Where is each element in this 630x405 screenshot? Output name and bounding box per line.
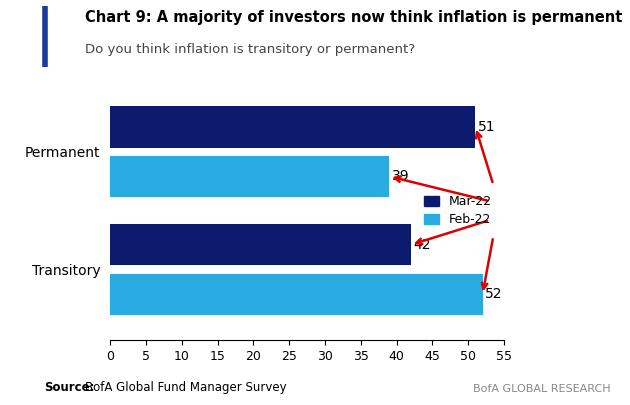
Text: 39: 39 <box>392 169 410 183</box>
Text: Chart 9: A majority of investors now think inflation is permanent: Chart 9: A majority of investors now thi… <box>85 10 622 25</box>
Bar <box>110 156 389 197</box>
Text: Do you think inflation is transitory or permanent?: Do you think inflation is transitory or … <box>85 43 415 55</box>
Text: BofA Global Fund Manager Survey: BofA Global Fund Manager Survey <box>85 381 287 394</box>
Text: 52: 52 <box>485 287 503 301</box>
Bar <box>110 224 411 265</box>
Text: 51: 51 <box>478 120 496 134</box>
Legend: Mar-22, Feb-22: Mar-22, Feb-22 <box>423 195 492 226</box>
Bar <box>110 107 476 147</box>
Bar <box>110 274 483 315</box>
Text: Source:: Source: <box>44 381 94 394</box>
Text: 42: 42 <box>414 238 432 252</box>
Text: BofA GLOBAL RESEARCH: BofA GLOBAL RESEARCH <box>474 384 611 394</box>
